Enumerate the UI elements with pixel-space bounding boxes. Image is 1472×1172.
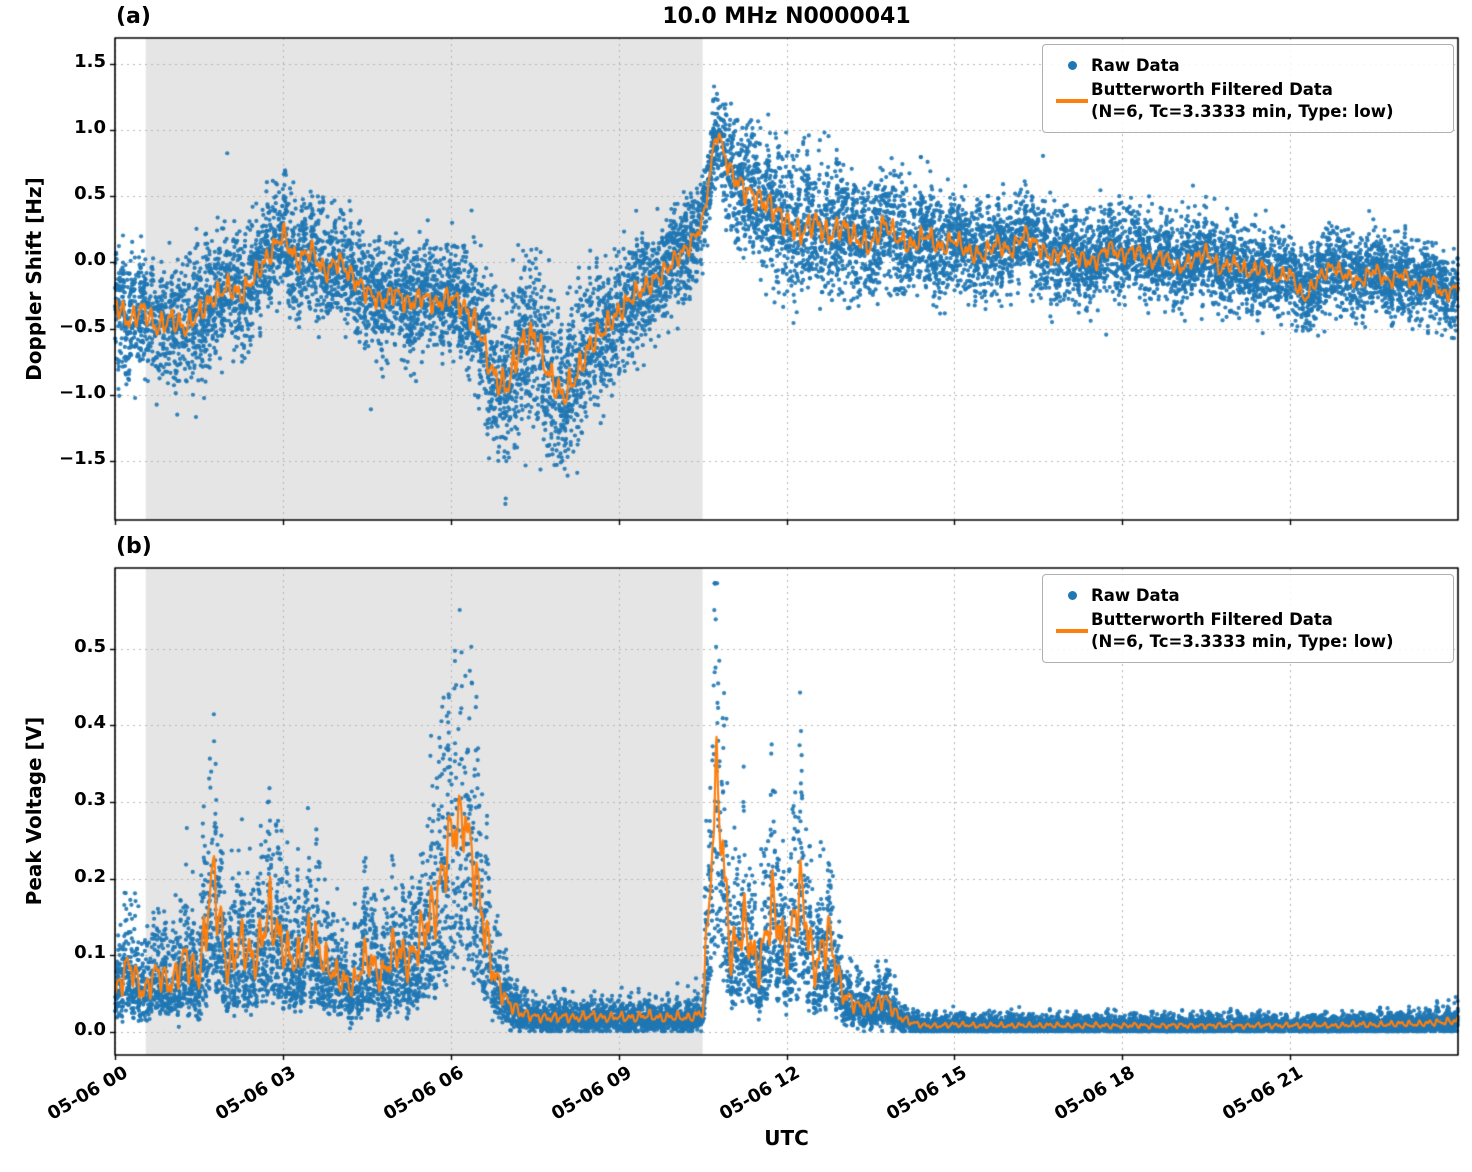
panel-b-label: (b)	[116, 534, 152, 559]
legend-panel-a: Raw Data Butterworth Filtered Data (N=6,…	[1042, 44, 1454, 134]
legend-row-filtered: Butterworth Filtered Data (N=6, Tc=3.333…	[1053, 609, 1443, 652]
y-tick-label: 0.4	[74, 712, 106, 734]
legend-filtered-label: Butterworth Filtered Data	[1091, 80, 1333, 100]
legend-filtered-sublabel: (N=6, Tc=3.3333 min, Type: low)	[1091, 631, 1394, 651]
legend-row-raw: Raw Data	[1053, 55, 1443, 76]
legend-filtered-label: Butterworth Filtered Data	[1091, 610, 1333, 630]
filtered-line-marker-icon	[1056, 99, 1088, 103]
panel-a-label: (a)	[116, 4, 151, 29]
y-axis-label-doppler: Doppler Shift [Hz]	[22, 177, 46, 381]
y-tick-label: 1.5	[74, 51, 106, 73]
y-tick-label: 0.2	[74, 865, 106, 887]
figure-title: 10.0 MHz N0000041	[662, 4, 911, 29]
x-axis-label: UTC	[764, 1126, 809, 1150]
legend-filtered-sublabel: (N=6, Tc=3.3333 min, Type: low)	[1091, 101, 1394, 121]
legend-row-raw: Raw Data	[1053, 585, 1443, 606]
y-tick-label: 0.3	[74, 788, 106, 810]
legend-panel-b: Raw Data Butterworth Filtered Data (N=6,…	[1042, 574, 1454, 664]
y-tick-label: −0.5	[59, 315, 106, 337]
filtered-line-marker-icon	[1056, 629, 1088, 633]
y-tick-label: −1.5	[59, 447, 106, 469]
raw-data-marker-icon	[1067, 61, 1077, 71]
y-tick-label: −1.0	[59, 381, 106, 403]
y-tick-label: 0.0	[74, 1018, 106, 1040]
legend-raw-data-label: Raw Data	[1091, 56, 1180, 75]
raw-data-marker-icon	[1067, 591, 1077, 601]
y-tick-label: 0.1	[74, 942, 106, 964]
y-tick-label: 0.5	[74, 635, 106, 657]
y-tick-label: 0.5	[74, 183, 106, 205]
legend-raw-data-label: Raw Data	[1091, 586, 1180, 605]
y-tick-label: 0.0	[74, 249, 106, 271]
legend-row-filtered: Butterworth Filtered Data (N=6, Tc=3.333…	[1053, 79, 1443, 122]
y-tick-label: 1.0	[74, 117, 106, 139]
